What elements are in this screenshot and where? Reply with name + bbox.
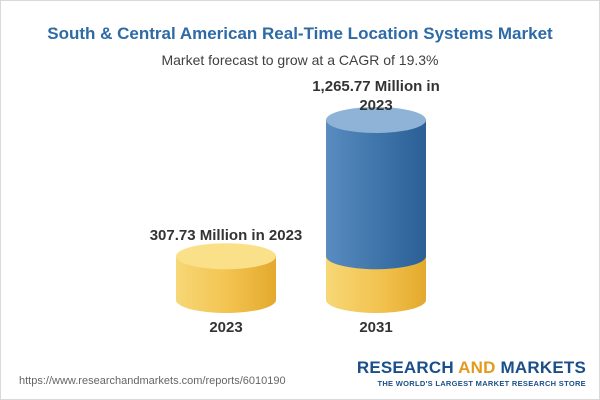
bar-2031 <box>326 107 426 313</box>
brand-name: RESEARCH AND MARKETS <box>356 358 586 377</box>
chart-title: South & Central American Real-Time Locat… <box>47 24 553 43</box>
bar-segment-growth <box>326 107 426 270</box>
data-label: 307.73 Million in 2023 <box>150 227 303 244</box>
x-tick-label: 2023 <box>209 319 242 336</box>
bar-2023 <box>176 243 276 313</box>
x-tick-label: 2031 <box>359 319 392 336</box>
source-url: https://www.researchandmarkets.com/repor… <box>19 375 286 387</box>
data-label: 1,265.77 Million in 2023 <box>312 78 440 114</box>
chart-subtitle: Market forecast to grow at a CAGR of 19.… <box>161 52 439 68</box>
brand-logo: RESEARCH AND MARKETS THE WORLD'S LARGEST… <box>357 358 586 388</box>
brand-tagline: THE WORLD'S LARGEST MARKET RESEARCH STOR… <box>377 379 586 388</box>
